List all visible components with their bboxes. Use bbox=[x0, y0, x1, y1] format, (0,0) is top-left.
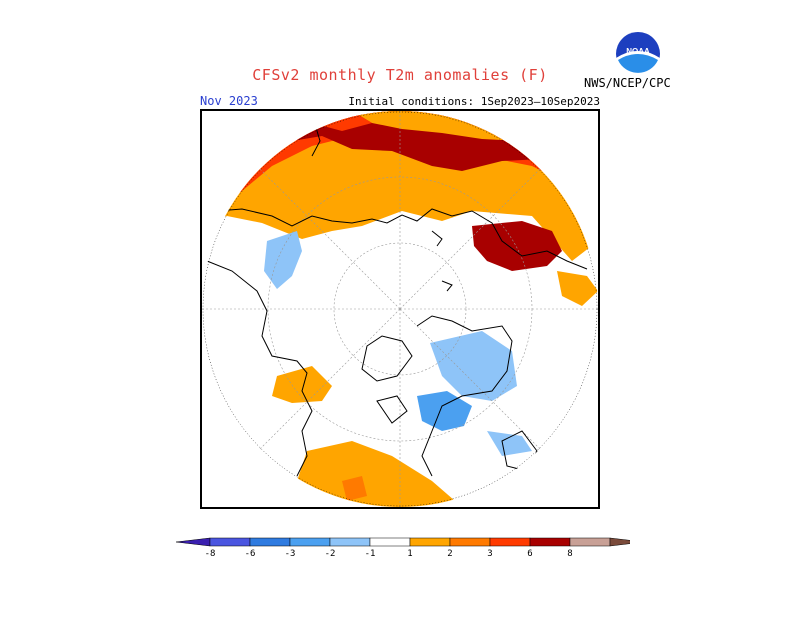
legend-bin bbox=[529, 537, 571, 547]
legend-tick-label: -2 bbox=[325, 549, 336, 559]
legend-bin bbox=[569, 537, 611, 547]
color-legend: -8 -6 -3 -2 -1 1 2 3 6 8 bbox=[175, 537, 630, 559]
legend-bin bbox=[609, 537, 630, 547]
legend-tick-label: 1 bbox=[407, 549, 412, 559]
anomaly-orange-west bbox=[272, 366, 332, 403]
forecast-month: Nov 2023 bbox=[200, 94, 258, 108]
initial-conditions: Initial conditions: 1Sep2023–10Sep2023 bbox=[348, 95, 600, 108]
legend-bin bbox=[489, 537, 531, 547]
legend-bin bbox=[289, 537, 331, 547]
legend-tick-label: 8 bbox=[567, 549, 572, 559]
legend-bin bbox=[409, 537, 451, 547]
coastlines bbox=[206, 120, 588, 477]
legend-tick-label: -3 bbox=[285, 549, 296, 559]
legend-tick-label: -8 bbox=[205, 549, 216, 559]
polar-map bbox=[202, 111, 598, 507]
graticule bbox=[202, 111, 598, 507]
legend-bin bbox=[369, 537, 411, 547]
logo-text: NOAA bbox=[626, 47, 650, 56]
map-title: CFSv2 monthly T2m anomalies (F) bbox=[252, 66, 548, 84]
anomaly-lightblue-canada bbox=[430, 331, 517, 401]
anomaly-darkred-east bbox=[472, 221, 562, 271]
legend-bin bbox=[209, 537, 251, 547]
anomaly-redorange-south bbox=[342, 476, 367, 501]
legend-bin bbox=[329, 537, 371, 547]
legend-bin bbox=[249, 537, 291, 547]
legend-tick-label: -1 bbox=[365, 549, 376, 559]
anomaly-blue-nw bbox=[264, 231, 302, 289]
anomaly-blue-canada bbox=[417, 391, 472, 431]
legend-bin bbox=[175, 537, 211, 547]
map-frame bbox=[200, 109, 600, 509]
anomaly-orange-south bbox=[297, 441, 462, 507]
legend-tick-label: -6 bbox=[245, 549, 256, 559]
agency-label: NWS/NCEP/CPC bbox=[584, 76, 671, 90]
anomaly-orange-east bbox=[557, 271, 598, 306]
legend-tick-label: 6 bbox=[527, 549, 532, 559]
legend-bin bbox=[449, 537, 491, 547]
noaa-logo: NOAA bbox=[616, 32, 660, 78]
legend-tick-label: 3 bbox=[487, 549, 492, 559]
legend-tick-label: 2 bbox=[447, 549, 452, 559]
anomaly-lightblue-east-canada bbox=[487, 431, 532, 456]
